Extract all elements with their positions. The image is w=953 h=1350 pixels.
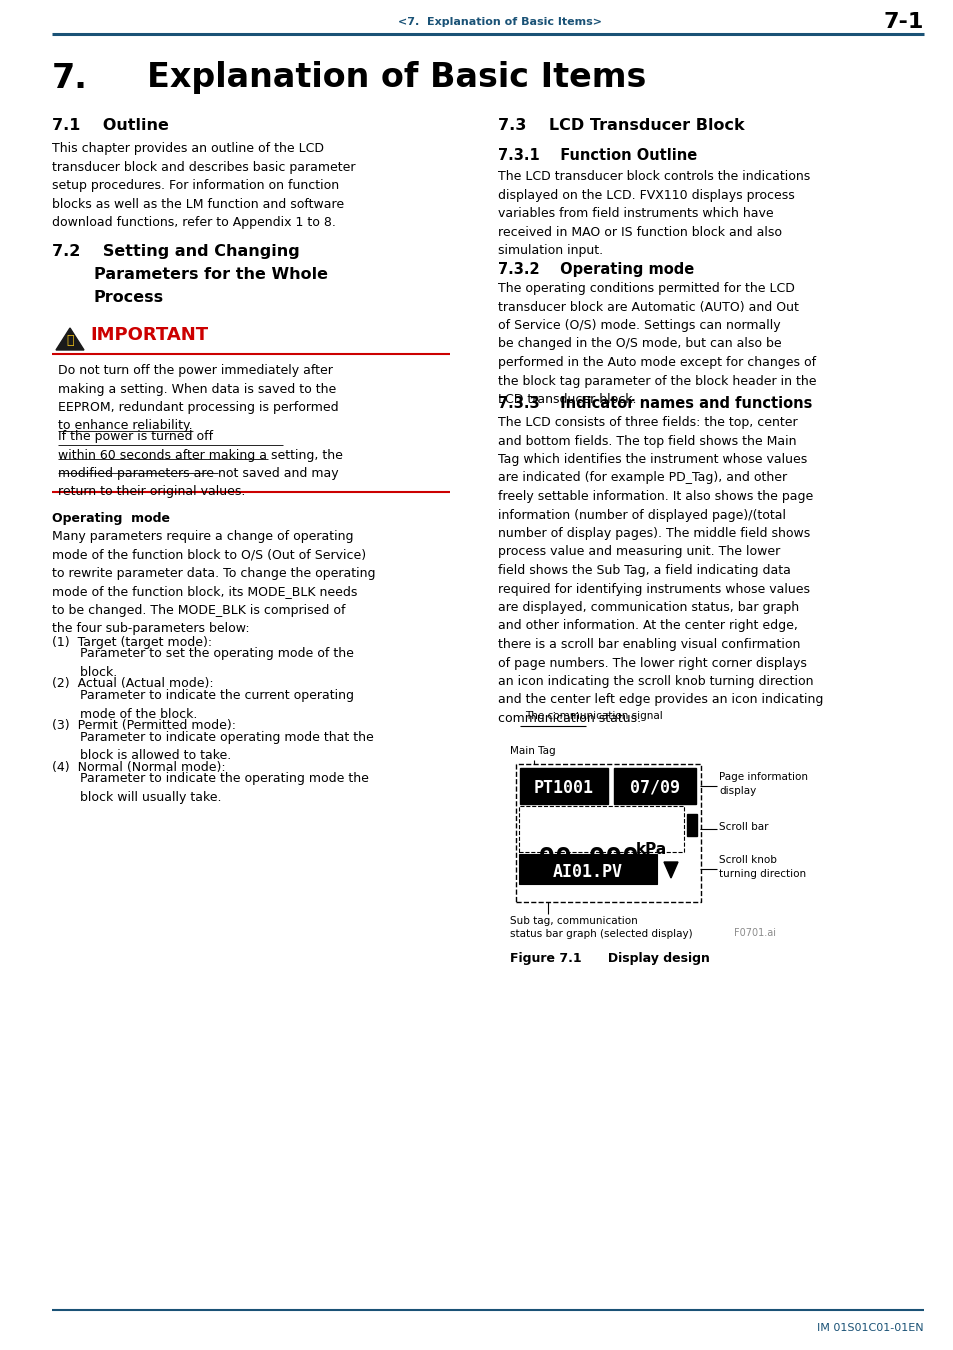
Text: The LCD consists of three fields: the top, center
and bottom fields. The top fie: The LCD consists of three fields: the to… xyxy=(497,416,822,725)
FancyBboxPatch shape xyxy=(516,764,700,902)
Polygon shape xyxy=(663,863,678,878)
Text: Figure 7.1      Display design: Figure 7.1 Display design xyxy=(510,952,709,965)
Text: IM 01S01C01-01EN: IM 01S01C01-01EN xyxy=(817,1323,923,1332)
Text: (3)  Permit (Permitted mode):: (3) Permit (Permitted mode): xyxy=(52,720,235,732)
Bar xyxy=(519,768,607,805)
Text: F0701.ai: F0701.ai xyxy=(733,927,775,938)
Text: 7.3.3    Indicator names and functions: 7.3.3 Indicator names and functions xyxy=(497,396,812,410)
Text: -99.999: -99.999 xyxy=(522,846,639,873)
Text: Parameter to set the operating mode of the
       block.: Parameter to set the operating mode of t… xyxy=(52,648,354,679)
Text: 7.1    Outline: 7.1 Outline xyxy=(52,117,169,134)
Text: Sub tag, communication
status bar graph (selected display): Sub tag, communication status bar graph … xyxy=(510,917,692,940)
Text: 7-1: 7-1 xyxy=(882,12,923,32)
Text: The communication signal: The communication signal xyxy=(524,711,662,721)
Text: (4)  Normal (Normal mode):: (4) Normal (Normal mode): xyxy=(52,760,226,774)
Text: Many parameters require a change of operating
mode of the function block to O/S : Many parameters require a change of oper… xyxy=(52,529,375,636)
Text: 7.3.1    Function Outline: 7.3.1 Function Outline xyxy=(497,148,697,163)
Text: (2)  Actual (Actual mode):: (2) Actual (Actual mode): xyxy=(52,678,213,690)
Text: Main Tag: Main Tag xyxy=(510,747,555,756)
Text: 7.3    LCD Transducer Block: 7.3 LCD Transducer Block xyxy=(497,117,744,134)
Polygon shape xyxy=(56,328,84,350)
Text: 07/09: 07/09 xyxy=(629,779,679,796)
Text: Do not turn off the power immediately after
making a setting. When data is saved: Do not turn off the power immediately af… xyxy=(58,364,338,432)
Text: (1)  Target (target mode):: (1) Target (target mode): xyxy=(52,636,212,649)
Text: Parameter to indicate the operating mode the
       block will usually take.: Parameter to indicate the operating mode… xyxy=(52,772,369,803)
Text: kPa: kPa xyxy=(636,842,666,857)
Text: PT1001: PT1001 xyxy=(534,779,594,796)
Text: Parameter to indicate operating mode that the
       block is allowed to take.: Parameter to indicate operating mode tha… xyxy=(52,730,374,763)
Text: If the power is turned off 
within 60 seconds after making a setting, the
modifi: If the power is turned off within 60 sec… xyxy=(58,431,342,498)
Text: 7.3.2    Operating mode: 7.3.2 Operating mode xyxy=(497,262,694,277)
Text: The operating conditions permitted for the LCD
transducer block are Automatic (A: The operating conditions permitted for t… xyxy=(497,282,816,406)
Text: This chapter provides an outline of the LCD
transducer block and describes basic: This chapter provides an outline of the … xyxy=(52,142,355,230)
Text: Process: Process xyxy=(94,290,164,305)
Text: Explanation of Basic Items: Explanation of Basic Items xyxy=(147,62,646,95)
Text: Parameter to indicate the current operating
       mode of the block.: Parameter to indicate the current operat… xyxy=(52,688,354,721)
Text: 7.: 7. xyxy=(52,62,88,95)
Text: AI01.PV: AI01.PV xyxy=(553,863,622,882)
FancyBboxPatch shape xyxy=(518,855,657,884)
Text: Scroll knob
turning direction: Scroll knob turning direction xyxy=(719,856,805,879)
Text: ✋: ✋ xyxy=(66,335,73,347)
Text: Parameters for the Whole: Parameters for the Whole xyxy=(94,267,328,282)
Bar xyxy=(686,814,697,836)
Text: IMPORTANT: IMPORTANT xyxy=(90,325,208,344)
FancyBboxPatch shape xyxy=(518,806,683,852)
Text: <7.  Explanation of Basic Items>: <7. Explanation of Basic Items> xyxy=(397,18,601,27)
Text: Operating  mode: Operating mode xyxy=(52,512,170,525)
Text: Page information
display: Page information display xyxy=(719,772,807,795)
Text: The LCD transducer block controls the indications
displayed on the LCD. FVX110 d: The LCD transducer block controls the in… xyxy=(497,170,809,256)
Text: 7.2    Setting and Changing: 7.2 Setting and Changing xyxy=(52,244,299,259)
Bar xyxy=(614,768,696,805)
Text: Scroll bar: Scroll bar xyxy=(719,822,768,832)
